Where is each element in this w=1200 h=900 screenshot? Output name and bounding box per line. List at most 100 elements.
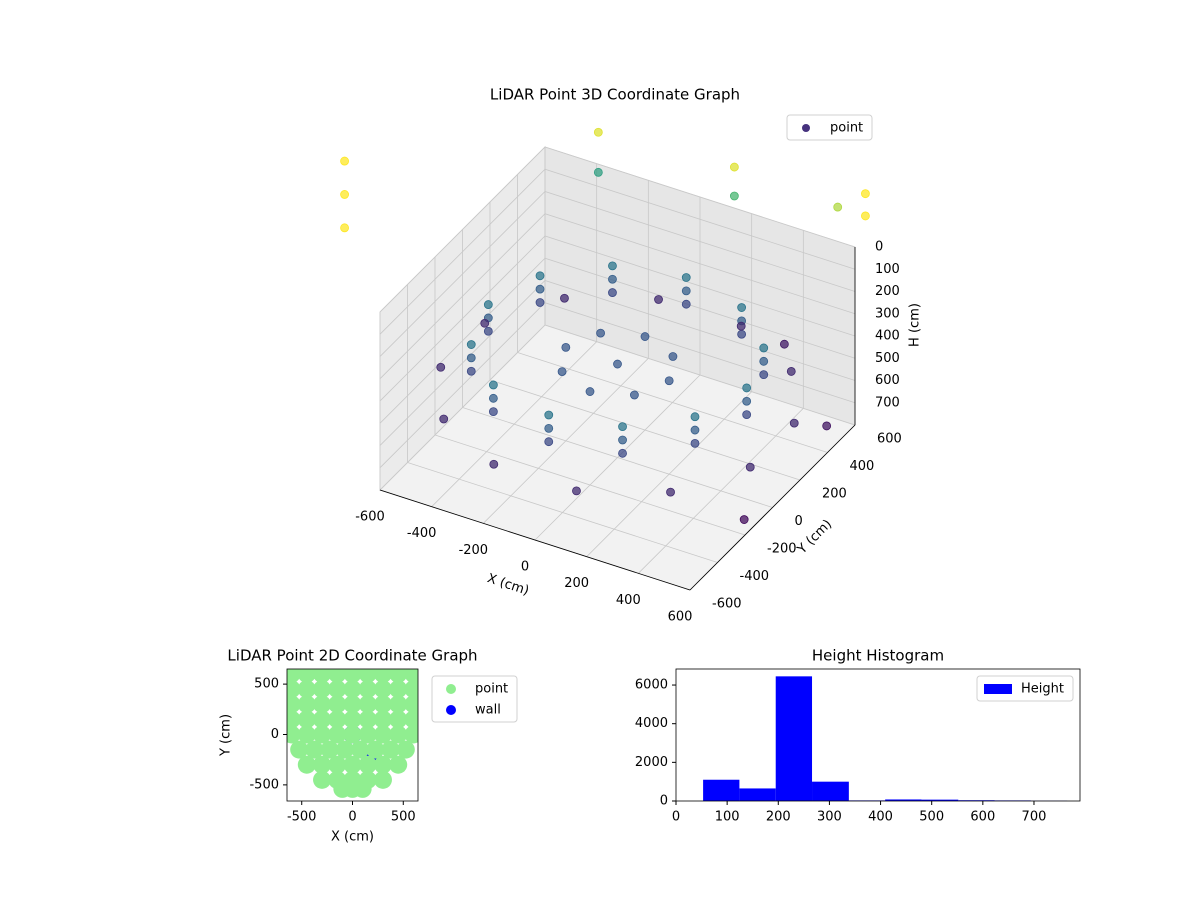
point: [358, 695, 377, 714]
point: [305, 740, 324, 759]
x-axis-line: [379, 489, 691, 591]
z-tick-label: 0: [875, 240, 883, 255]
point: [287, 710, 301, 729]
point: [759, 370, 769, 380]
x-tick-label: 0: [348, 810, 356, 825]
legend-label: point: [830, 121, 863, 136]
y-tick-label: 600: [877, 432, 902, 447]
point: [630, 390, 639, 400]
point: [373, 710, 392, 729]
point: [690, 439, 700, 448]
point: [343, 695, 362, 714]
point: [358, 755, 377, 774]
point: [572, 486, 581, 496]
z-tick-label: 600: [875, 373, 900, 388]
point: [742, 383, 752, 393]
bar: [739, 788, 776, 801]
legend-marker: [446, 705, 456, 715]
point: [742, 396, 752, 406]
point: [618, 422, 627, 432]
point: [340, 223, 349, 233]
x-tick-label: 400: [616, 593, 641, 608]
x-tick-label: 400: [868, 810, 893, 825]
z-tick-label: 400: [875, 329, 900, 344]
grid-line: [462, 229, 773, 508]
point: [313, 755, 332, 774]
point: [640, 332, 650, 341]
chart-2d: -500 0 500 -500 0 500 point wall LiDAR Point 2D …: [219, 647, 518, 845]
point: [560, 293, 569, 303]
bar: [921, 799, 959, 801]
point: [358, 710, 377, 729]
point: [343, 755, 362, 774]
point: [328, 669, 347, 684]
point: [745, 462, 755, 472]
point: [737, 329, 747, 339]
point: [389, 695, 408, 714]
point: [535, 271, 545, 281]
z-tick-label: 500: [875, 351, 900, 366]
z-tick-label: 200: [875, 284, 900, 299]
point: [404, 710, 418, 729]
point: [373, 680, 392, 699]
bar: [703, 779, 740, 801]
y-tick-label: 0: [271, 727, 279, 742]
z-tick-label: 700: [875, 395, 900, 410]
point: [373, 770, 392, 789]
grid-line: [517, 174, 828, 453]
point: [358, 680, 377, 699]
point: [664, 376, 674, 386]
point: [404, 725, 418, 744]
grid-line: [407, 284, 718, 563]
x-tick-label: -400: [407, 526, 437, 541]
point: [343, 680, 362, 699]
x-tick-label: 100: [715, 810, 740, 825]
point: [340, 156, 349, 166]
x-tick-label: 0: [521, 560, 529, 575]
point: [608, 288, 617, 297]
point: [287, 695, 301, 714]
point: [861, 189, 870, 199]
chart-3d: -600-400-2000200400600-600-400-200020040…: [340, 86, 923, 625]
point: [389, 710, 408, 729]
z-tick-label: 300: [875, 306, 900, 321]
x-tick-label: 500: [391, 810, 416, 825]
bar: [775, 676, 813, 801]
point: [313, 770, 332, 789]
y-tick-label: 500: [254, 677, 279, 692]
point: [290, 740, 309, 759]
point: [759, 356, 769, 366]
point: [287, 680, 301, 699]
point: [759, 343, 769, 353]
point: [668, 352, 678, 361]
point: [585, 387, 595, 396]
bar: [812, 781, 849, 801]
point: [466, 366, 476, 376]
point: [373, 725, 392, 744]
y-tick-label: -400: [740, 569, 770, 584]
point: [618, 435, 627, 445]
point: [297, 680, 316, 699]
point: [608, 274, 617, 284]
point: [480, 318, 490, 328]
grid-line: [379, 191, 856, 357]
y-tick-label: -200: [767, 542, 797, 557]
point: [654, 295, 663, 304]
chart-title: LiDAR Point 2D Coordinate Graph: [227, 647, 477, 665]
legend-label: point: [475, 682, 508, 697]
point: [786, 367, 796, 376]
point: [666, 487, 675, 497]
x-tick-label: 0: [672, 810, 680, 825]
point: [351, 740, 370, 759]
plot-area: [287, 669, 418, 798]
point: [557, 367, 567, 377]
grid-line: [434, 257, 746, 536]
y-tick-label: 0: [795, 514, 803, 529]
point: [596, 328, 605, 338]
point: [328, 710, 347, 729]
y-tick-label: 0: [660, 794, 668, 809]
point: [297, 710, 316, 729]
point: [373, 669, 392, 684]
point: [729, 162, 739, 172]
